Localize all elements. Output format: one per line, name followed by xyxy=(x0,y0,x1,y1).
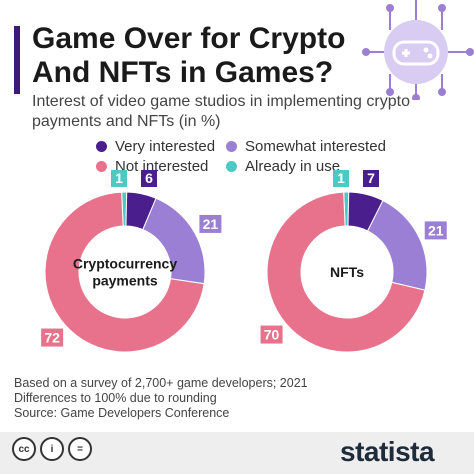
page-subtitle: Interest of video game studios in implem… xyxy=(32,93,410,130)
creative-commons-icon[interactable]: cc xyxy=(12,437,36,461)
title-accent-bar xyxy=(14,26,20,94)
value-label-box xyxy=(199,214,222,233)
value-label: 1 xyxy=(115,170,123,186)
legend-dot xyxy=(226,161,237,172)
value-label: 6 xyxy=(145,170,153,186)
donut-slice-not-interested xyxy=(266,191,426,353)
value-label: 1 xyxy=(337,170,345,186)
value-label: 72 xyxy=(44,330,60,346)
value-label-box xyxy=(424,221,447,240)
legend-label: Very interested xyxy=(115,138,216,155)
legend-item-not-interested: Not interested xyxy=(96,158,208,175)
value-label-box xyxy=(141,170,157,187)
legend-label: Somewhat interested xyxy=(245,138,386,155)
donut-slice-somewhat-interested xyxy=(366,199,428,291)
legend-item-already-in-use: Already in use xyxy=(226,158,340,175)
footer-source: Source: Game Developers Conference xyxy=(14,406,230,420)
page-title: Game Over for Crypto And NFTs in Games? xyxy=(32,22,346,89)
value-label-box xyxy=(111,170,127,187)
value-label-box xyxy=(333,170,349,187)
value-label: 21 xyxy=(428,222,444,238)
footer-note-survey: Based on a survey of 2,700+ game develop… xyxy=(14,376,308,390)
value-label: 21 xyxy=(203,216,219,232)
value-label: 7 xyxy=(367,170,375,186)
value-label-box xyxy=(41,328,64,347)
value-label: 70 xyxy=(264,327,280,343)
donut-center-title: NFTs xyxy=(330,264,364,280)
value-label-box xyxy=(260,325,283,344)
chart-footer: Based on a survey of 2,700+ game develop… xyxy=(14,376,308,421)
gamepad-circuit-icon xyxy=(362,0,474,100)
legend-dot xyxy=(226,141,237,152)
legend-label: Not interested xyxy=(115,158,209,175)
donut-center-title: payments xyxy=(92,273,158,289)
legend-dot xyxy=(96,141,107,152)
attribution-icon[interactable]: i xyxy=(40,437,64,461)
donut-slice-not-interested xyxy=(44,191,205,353)
statista-logo[interactable]: statista xyxy=(340,436,435,467)
value-label-box xyxy=(363,170,379,187)
legend-item-somewhat-interested: Somewhat interested xyxy=(226,138,386,155)
license-icons: cc i = xyxy=(12,437,96,461)
donut-center-title: Cryptocurrency xyxy=(73,256,177,272)
legend-item-very-interested: Very interested xyxy=(96,138,215,155)
legend-dot xyxy=(96,161,107,172)
footer-note-rounding: Differences to 100% due to rounding xyxy=(14,391,217,405)
legend-label: Already in use xyxy=(245,158,341,175)
no-derivatives-icon[interactable]: = xyxy=(68,437,92,461)
